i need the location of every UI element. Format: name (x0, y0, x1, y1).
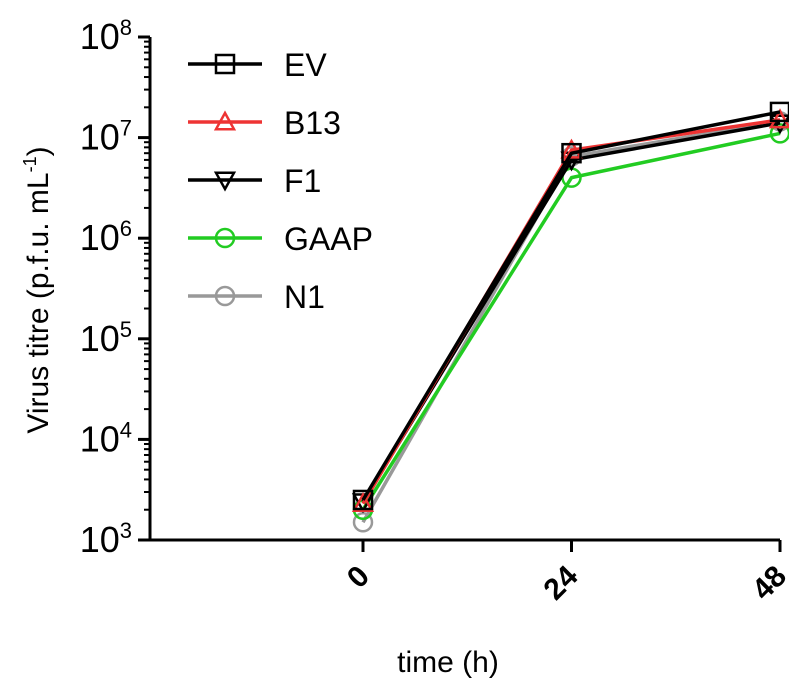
legend-label: GAAP (284, 221, 373, 257)
series-line (361, 119, 781, 524)
x-tick-label: 48 (746, 560, 789, 607)
y-tick-base: 10 (80, 519, 120, 560)
y-axis-label-sup: -1 (20, 156, 40, 172)
y-tick-base: 10 (80, 217, 120, 258)
y-tick-label: 108 (80, 15, 132, 57)
legend: EV B13 F1 GAAP N1 (188, 47, 373, 315)
y-tick-label: 107 (80, 116, 132, 158)
legend-marker (214, 53, 236, 75)
x-tick-label: 0 (341, 560, 376, 595)
x-axis-label: time (h) (397, 646, 499, 679)
y-tick-exponent: 8 (120, 15, 132, 40)
data-point (769, 101, 789, 123)
y-tick-exponent: 5 (120, 317, 132, 342)
y-tick-base: 10 (80, 318, 120, 359)
y-axis-label-tail: ) (22, 146, 55, 156)
y-tick-label: 103 (80, 518, 132, 560)
data-point (768, 108, 789, 129)
y-axis-label: Virus titre (p.f.u. mL-1) (20, 146, 55, 433)
y-tick-base: 10 (80, 16, 120, 57)
data-point (561, 142, 582, 164)
y-axis-label-main: Virus titre (p.f.u. mL (22, 172, 55, 433)
x-tick-label: 24 (538, 559, 585, 606)
legend-item-n1: N1 (188, 279, 325, 315)
data-point (768, 114, 789, 135)
legend-marker (214, 285, 236, 307)
axes (138, 35, 782, 552)
legend-label: B13 (284, 105, 341, 141)
y-tick-label: 104 (80, 417, 132, 459)
legend-label: F1 (284, 163, 321, 199)
data-point (352, 489, 374, 511)
legend-marker (214, 227, 236, 249)
y-tick-label: 106 (80, 216, 132, 258)
series-ev (352, 101, 789, 511)
y-tick-base: 10 (80, 418, 120, 459)
y-tick-exponent: 7 (120, 116, 132, 141)
series-gaap (352, 123, 789, 520)
series-line (361, 131, 781, 511)
legend-item-gaap: GAAP (188, 221, 373, 257)
y-tick-base: 10 (80, 117, 120, 158)
series-group (351, 101, 789, 533)
series-f1 (351, 114, 789, 514)
legend-marker (213, 110, 237, 131)
legend-item-ev: EV (188, 47, 327, 83)
y-tick-exponent: 3 (120, 518, 132, 543)
legend-label: N1 (284, 279, 325, 315)
legend-item-b13: B13 (188, 105, 341, 141)
series-line (361, 110, 781, 501)
x-tick-labels: 0 24 48 (341, 559, 789, 606)
legend-label: EV (284, 47, 327, 83)
data-point (560, 138, 583, 159)
data-point (351, 492, 375, 513)
y-tick-exponent: 6 (120, 216, 132, 241)
legend-item-f1: F1 (188, 163, 321, 199)
y-tick-label: 105 (80, 317, 132, 359)
legend-marker (213, 171, 237, 192)
series-n1 (352, 111, 789, 533)
y-tick-exponent: 4 (120, 417, 132, 442)
